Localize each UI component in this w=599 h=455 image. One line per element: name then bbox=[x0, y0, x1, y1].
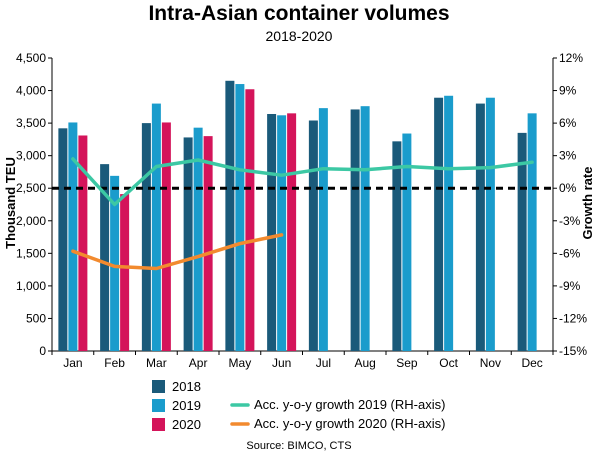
y2-tick-label: -15% bbox=[559, 344, 587, 358]
y2-tick-label: -12% bbox=[559, 311, 587, 325]
bar-2018 bbox=[434, 97, 444, 352]
bar-2018 bbox=[517, 132, 527, 351]
bar-2018 bbox=[141, 123, 151, 351]
y2-tick-label: 6% bbox=[559, 116, 577, 130]
y-tick-label: 2,000 bbox=[16, 214, 46, 228]
bar-2019 bbox=[110, 175, 120, 351]
x-tick-label: May bbox=[229, 356, 252, 370]
x-tick-label: Mar bbox=[146, 356, 167, 370]
growth-line-0 bbox=[71, 157, 534, 207]
x-tick-label: Sep bbox=[396, 356, 418, 370]
bar-2018 bbox=[350, 109, 360, 351]
bar-2020 bbox=[203, 136, 213, 351]
bar-2018 bbox=[267, 113, 277, 352]
bar-2019 bbox=[527, 113, 537, 351]
bar-2020 bbox=[120, 194, 130, 351]
bar-2019 bbox=[402, 133, 412, 351]
bar-2019 bbox=[235, 84, 245, 352]
bar-2019 bbox=[193, 127, 203, 352]
bar-2018 bbox=[475, 103, 485, 351]
y-tick-label: 0 bbox=[39, 344, 46, 358]
bar-2018 bbox=[308, 120, 318, 351]
x-tick-label: Aug bbox=[354, 356, 375, 370]
chart-source: Source: BIMCO, CTS bbox=[246, 440, 351, 452]
x-tick-label: Feb bbox=[104, 356, 125, 370]
x-tick-label: Jan bbox=[63, 356, 82, 370]
legend: 2018 2019 2020 Acc. y-o-y growth 2019 (RH-a… bbox=[152, 379, 445, 432]
y-tick-label: 1,000 bbox=[16, 279, 46, 293]
bar-2018 bbox=[225, 80, 235, 352]
bar-2019 bbox=[318, 108, 328, 351]
x-tick-label: Dec bbox=[521, 356, 542, 370]
x-tick-label: Jul bbox=[316, 356, 331, 370]
y-tick-label: 2,500 bbox=[16, 181, 46, 195]
y-axis-title: Thousand TEU bbox=[3, 157, 18, 249]
y2-axis-title: Growth rate bbox=[580, 167, 595, 240]
y-tick-label: 3,500 bbox=[16, 116, 46, 130]
legend-line-label-1: Acc. y-o-y growth 2020 (RH-axis) bbox=[254, 416, 445, 431]
plot-area: 0 500 1,000 1,500 2,000 2,500 3,000 3,500 4,000 4… bbox=[16, 51, 587, 370]
legend-swatch-2019 bbox=[152, 399, 165, 412]
bar-2019 bbox=[151, 103, 161, 351]
y2-tick-label: 9% bbox=[559, 84, 577, 98]
y2-tick-label: 12% bbox=[559, 51, 583, 65]
bar-2018 bbox=[183, 137, 193, 351]
y-tick-label: 3,000 bbox=[16, 149, 46, 163]
chart-title: Intra-Asian container volumes bbox=[148, 2, 449, 25]
x-tick-label: Nov bbox=[480, 356, 501, 370]
y2-tick-label: -9% bbox=[559, 279, 581, 293]
x-tick-label: Oct bbox=[439, 356, 458, 370]
y2-tick-label: -6% bbox=[559, 246, 581, 260]
y-tick-label: 4,500 bbox=[16, 51, 46, 65]
y2-tick-label: 0% bbox=[559, 181, 577, 195]
bar-2019 bbox=[68, 122, 78, 352]
bar-2018 bbox=[58, 128, 68, 351]
y-tick-label: 500 bbox=[26, 311, 46, 325]
y-tick-label: 4,000 bbox=[16, 84, 46, 98]
x-tick-label: Apr bbox=[189, 356, 208, 370]
growth-line-1 bbox=[71, 233, 284, 271]
legend-label-2019: 2019 bbox=[172, 398, 201, 413]
bar-2019 bbox=[444, 95, 454, 352]
legend-line-label-0: Acc. y-o-y growth 2019 (RH-axis) bbox=[254, 397, 445, 412]
bar-2020 bbox=[78, 135, 88, 351]
bar-2020 bbox=[245, 89, 255, 352]
y2-tick-label: -3% bbox=[559, 214, 581, 228]
bar-2018 bbox=[100, 164, 110, 351]
legend-swatch-2018 bbox=[152, 380, 165, 393]
legend-label-2018: 2018 bbox=[172, 379, 201, 394]
bar-2020 bbox=[287, 113, 297, 351]
bar-2019 bbox=[360, 106, 370, 351]
x-tick-label: Jun bbox=[272, 356, 291, 370]
chart-subtitle: 2018-2020 bbox=[266, 28, 333, 44]
legend-label-2020: 2020 bbox=[172, 417, 201, 432]
y-tick-label: 1,500 bbox=[16, 246, 46, 260]
y2-tick-label: 3% bbox=[559, 149, 577, 163]
bar-2018 bbox=[392, 141, 402, 351]
bar-2019 bbox=[485, 97, 495, 352]
legend-swatch-2020 bbox=[152, 418, 165, 431]
bar-2019 bbox=[277, 115, 287, 351]
bar-2020 bbox=[161, 122, 171, 352]
